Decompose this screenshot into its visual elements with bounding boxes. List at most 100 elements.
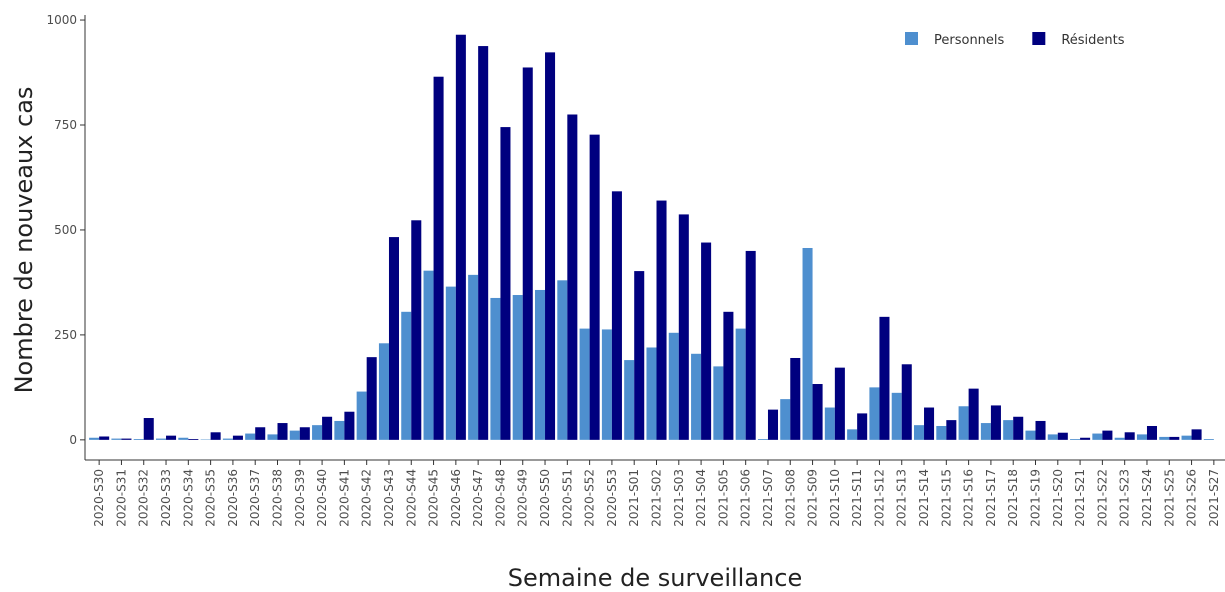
x-tick-label: 2021-S17 xyxy=(984,469,998,527)
bar xyxy=(634,271,645,440)
x-tick-label: 2020-S47 xyxy=(471,469,485,527)
x-tick-label: 2020-S51 xyxy=(560,469,574,527)
bar xyxy=(255,427,266,440)
bar xyxy=(735,328,746,440)
bar xyxy=(745,250,756,440)
bar xyxy=(121,438,132,440)
bar xyxy=(89,437,100,440)
x-tick-label: 2021-S27 xyxy=(1207,469,1221,527)
x-tick-label: 2020-S40 xyxy=(315,469,329,527)
bar xyxy=(245,433,256,440)
bar xyxy=(1203,439,1214,440)
bar xyxy=(668,332,679,440)
bar xyxy=(210,432,221,440)
y-tick-label: 0 xyxy=(69,433,77,447)
bar xyxy=(500,127,511,440)
bar xyxy=(1169,436,1180,440)
x-tick-label: 2020-S42 xyxy=(360,469,374,527)
bar xyxy=(277,423,288,440)
bar xyxy=(99,436,110,440)
bar xyxy=(713,366,724,440)
x-tick-label: 2021-S24 xyxy=(1140,469,1154,527)
bar xyxy=(312,425,323,440)
bar xyxy=(802,247,813,440)
bar xyxy=(589,134,600,440)
bar xyxy=(857,413,868,440)
bar xyxy=(1080,437,1091,440)
bar xyxy=(958,406,969,440)
bar xyxy=(646,347,657,440)
bar xyxy=(847,429,858,440)
bar xyxy=(869,387,880,440)
legend-swatch xyxy=(1032,32,1046,45)
bar xyxy=(1136,434,1147,440)
x-tick-label: 2020-S45 xyxy=(427,469,441,527)
x-tick-label: 2021-S26 xyxy=(1185,469,1199,527)
bar xyxy=(891,392,902,440)
bar xyxy=(1191,429,1202,440)
x-tick-label: 2020-S30 xyxy=(92,469,106,527)
bar xyxy=(1092,433,1103,440)
bar xyxy=(579,328,590,440)
x-tick-label: 2020-S36 xyxy=(226,469,240,527)
x-tick-label: 2021-S12 xyxy=(872,469,886,527)
bar xyxy=(980,423,991,440)
x-tick-label: 2021-S08 xyxy=(783,469,797,527)
x-tick-label: 2021-S10 xyxy=(828,469,842,527)
bar xyxy=(1102,430,1113,440)
x-tick-label: 2021-S16 xyxy=(962,469,976,527)
y-tick-label: 750 xyxy=(54,118,77,132)
y-tick-label: 1000 xyxy=(46,13,77,27)
bar xyxy=(344,411,355,440)
bar xyxy=(946,420,957,440)
bar xyxy=(378,343,389,440)
bar xyxy=(388,237,400,440)
x-tick-label: 2020-S48 xyxy=(493,469,507,527)
x-tick-label: 2020-S32 xyxy=(137,469,151,527)
bar xyxy=(468,274,479,440)
bar xyxy=(267,434,278,440)
bar xyxy=(901,364,912,440)
y-axis-title: Nombre de nouveaux cas xyxy=(10,87,38,394)
x-tick-label: 2021-S19 xyxy=(1029,469,1043,527)
legend-swatch xyxy=(905,32,918,45)
bar xyxy=(824,407,835,440)
bar xyxy=(812,384,823,440)
bar xyxy=(968,388,979,440)
bar xyxy=(1025,430,1036,440)
bar xyxy=(701,242,712,440)
x-tick-label: 2021-S06 xyxy=(739,469,753,527)
bar xyxy=(423,270,434,440)
bar xyxy=(1013,416,1024,440)
bar xyxy=(567,114,578,440)
x-tick-label: 2020-S35 xyxy=(204,469,218,527)
bar xyxy=(1159,436,1170,440)
bar xyxy=(1035,420,1046,440)
bar xyxy=(1181,435,1192,440)
x-tick-label: 2020-S44 xyxy=(404,469,418,527)
x-tick-label: 2021-S11 xyxy=(850,469,864,527)
bar xyxy=(534,289,546,440)
bar xyxy=(356,391,367,440)
bar xyxy=(557,280,568,440)
bar xyxy=(411,220,422,440)
bar xyxy=(143,418,154,440)
bar xyxy=(624,360,635,440)
x-tick-label: 2020-S49 xyxy=(516,469,530,527)
bar xyxy=(289,430,300,440)
bar xyxy=(299,427,310,440)
bar xyxy=(166,435,177,440)
x-tick-label: 2021-S22 xyxy=(1095,469,1109,527)
bar xyxy=(445,286,456,440)
bar xyxy=(723,311,734,440)
x-tick-label: 2021-S13 xyxy=(895,469,909,527)
bar xyxy=(1070,439,1081,440)
legend-label: Personnels xyxy=(934,33,1005,48)
bar xyxy=(1003,420,1014,440)
bar xyxy=(232,435,243,440)
bar xyxy=(913,425,925,440)
bar xyxy=(879,316,890,440)
bar xyxy=(990,405,1001,440)
x-tick-label: 2021-S18 xyxy=(1006,469,1020,527)
x-tick-label: 2020-S52 xyxy=(583,469,597,527)
